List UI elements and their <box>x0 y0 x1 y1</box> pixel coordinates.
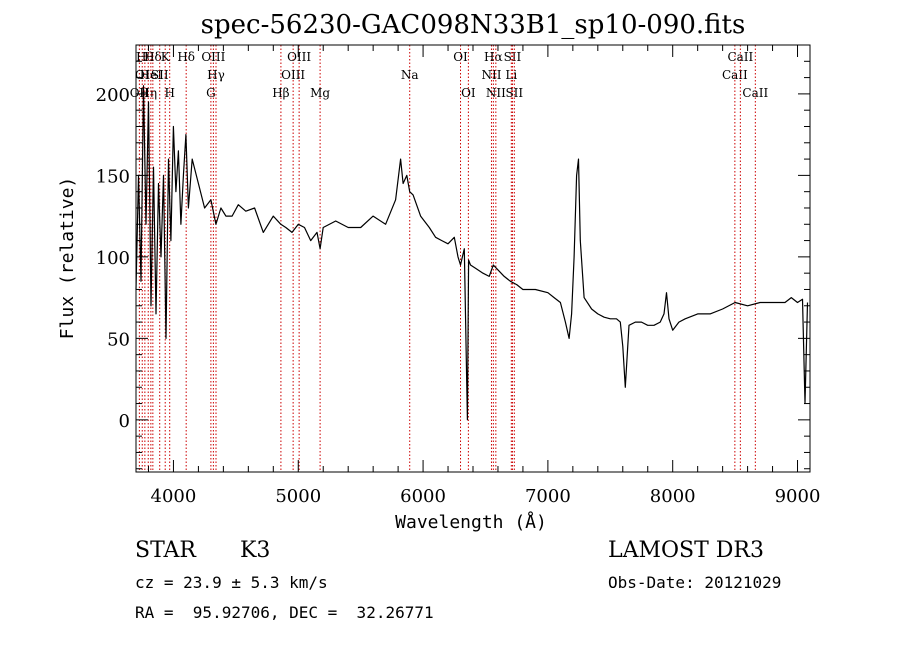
line-marker-label-5: Hδ <box>144 50 162 64</box>
y-tick-label-1: 50 <box>107 329 130 350</box>
axis-layer: 4000 5000 6000 7000 8000 9000 0 50 100 150 200 <box>96 45 821 507</box>
chart-title: spec-56230-GAC098N33B1_sp10-090.fits <box>201 10 746 40</box>
x-tick-label-0: 4000 <box>151 486 197 507</box>
line-marker-label-9: Hδ <box>177 50 195 64</box>
line-marker-label-15: OIII <box>287 50 311 64</box>
spectrum-line <box>135 85 809 421</box>
plot-frame <box>135 44 811 473</box>
line-marker-label-16: Mg <box>310 86 330 100</box>
line-marker-label-3: Hη <box>139 86 157 100</box>
y-tick-label-2: 100 <box>96 248 130 269</box>
line-marker-label-18: OI <box>453 50 468 64</box>
line-marker-label-24: SII <box>504 50 522 64</box>
line-marker-label-11: OIII <box>201 50 225 64</box>
x-tick-label-2: 6000 <box>400 486 446 507</box>
object-class: STAR <box>135 538 196 563</box>
line-marker-label-14: OIII <box>281 68 305 82</box>
line-marker-label-4: HeI <box>140 68 163 82</box>
y-axis-label: Flux (relative) <box>57 177 78 340</box>
line-marker-label-25: SII <box>505 86 523 100</box>
line-marker-layer: OII OI Hθ Hη HeI Hδ SII K H Hδ G OIII Hγ Hβ OIII OIII Mg… <box>130 45 768 472</box>
redshift-readout: cz = 23.9 ± 5.3 km/s <box>135 573 328 592</box>
object-subclass: K3 <box>240 538 271 563</box>
line-marker-label-0: OII <box>130 86 150 100</box>
y-tick-label-0: 0 <box>119 411 130 432</box>
line-marker-label-12: Hγ <box>207 68 225 82</box>
y-tick-label-3: 150 <box>96 166 130 187</box>
obs-date: Obs-Date: 20121029 <box>608 573 782 592</box>
line-marker-label-10: G <box>206 86 216 100</box>
line-marker-label-22: NII <box>486 86 506 100</box>
line-marker-label-19: OI <box>461 86 476 100</box>
y-tick-label-4: 200 <box>96 85 130 106</box>
line-marker-label-13: Hβ <box>272 86 289 100</box>
line-marker-label-26: CaII <box>722 68 748 82</box>
line-marker-label-8: H <box>164 86 174 100</box>
line-marker-label-6: SII <box>151 68 169 82</box>
line-marker-label-21: Hα <box>484 50 503 64</box>
line-marker-label-1: OI <box>135 68 150 82</box>
line-marker-label-27: CaII <box>727 50 753 64</box>
x-tick-label-5: 9000 <box>775 486 821 507</box>
x-tick-label-4: 8000 <box>650 486 696 507</box>
x-axis-label: Wavelength (Å) <box>395 511 547 533</box>
line-marker-label-17: Na <box>401 68 419 82</box>
line-marker-label-20: NII <box>481 68 501 82</box>
survey-label: LAMOST DR3 <box>608 538 764 563</box>
coordinates: RA = 95.92706, DEC = 32.26771 <box>135 603 434 622</box>
line-marker-label-7: K <box>161 50 171 64</box>
line-marker-label-28: CaII <box>742 86 768 100</box>
line-marker-label-2: Hθ <box>136 50 154 64</box>
x-tick-label-3: 7000 <box>525 486 571 507</box>
x-tick-label-1: 5000 <box>275 486 321 507</box>
line-marker-label-23: Li <box>505 68 517 82</box>
